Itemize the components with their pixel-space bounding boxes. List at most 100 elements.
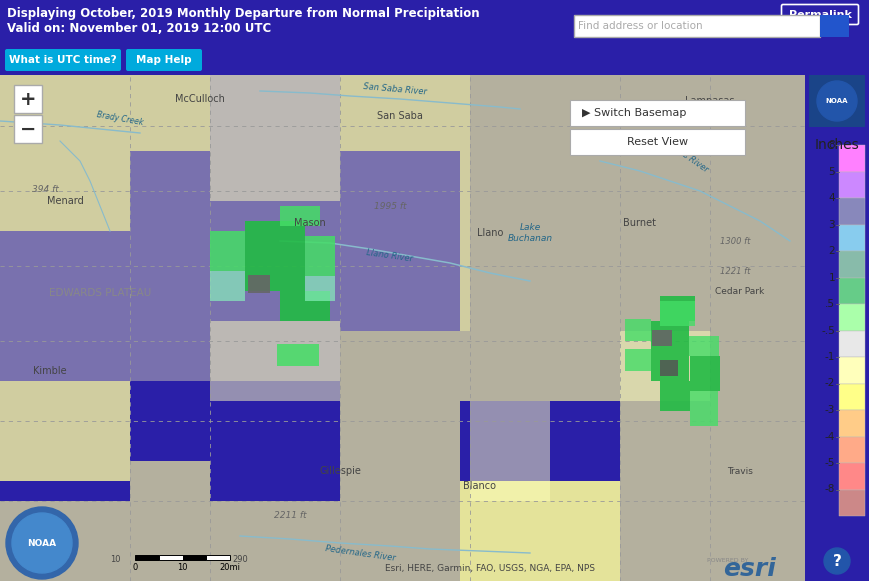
Bar: [839, 490, 865, 516]
Bar: [460, 75, 620, 191]
Text: 20mi: 20mi: [220, 563, 241, 572]
Text: Travis: Travis: [727, 467, 753, 475]
Bar: [182, 555, 206, 560]
Text: Map Help: Map Help: [136, 55, 192, 65]
Bar: [839, 331, 865, 357]
FancyBboxPatch shape: [574, 15, 820, 37]
Bar: [839, 198, 865, 224]
Circle shape: [6, 507, 78, 579]
Text: 1995 ft: 1995 ft: [374, 202, 406, 210]
Text: 🖨  Print this map: 🖨 Print this map: [645, 17, 737, 27]
Bar: [570, 100, 745, 126]
Bar: [660, 360, 678, 376]
Text: -4: -4: [825, 432, 835, 442]
Bar: [839, 304, 865, 331]
Bar: [305, 276, 335, 301]
Text: 0: 0: [132, 563, 137, 572]
Bar: [14, 85, 42, 113]
Bar: [620, 331, 805, 481]
Text: ?: ?: [833, 554, 841, 568]
Bar: [245, 266, 305, 291]
Text: San Saba River: San Saba River: [362, 82, 428, 96]
Text: NOAA: NOAA: [28, 539, 56, 547]
Text: 8: 8: [828, 140, 835, 150]
Text: 10: 10: [177, 563, 188, 572]
Circle shape: [12, 513, 72, 573]
Circle shape: [824, 548, 850, 574]
Text: -1: -1: [825, 352, 835, 362]
Text: -2: -2: [825, 378, 835, 389]
Text: Inches: Inches: [814, 138, 859, 152]
Text: Find address or location: Find address or location: [578, 21, 703, 31]
Bar: [206, 555, 230, 560]
Text: Llano: Llano: [477, 228, 503, 238]
Text: Lake
Buchanan: Lake Buchanan: [507, 223, 553, 243]
Bar: [651, 321, 689, 351]
Bar: [14, 115, 42, 143]
Text: Llano River: Llano River: [366, 248, 414, 264]
Text: -.5: -.5: [821, 325, 835, 335]
Bar: [570, 129, 745, 155]
Bar: [690, 391, 718, 426]
Bar: [340, 331, 460, 481]
Bar: [689, 336, 719, 356]
Bar: [130, 75, 340, 241]
Bar: [690, 356, 720, 391]
Bar: [460, 481, 620, 581]
Text: Pedernales River: Pedernales River: [324, 544, 395, 562]
Bar: [620, 331, 710, 401]
Text: EDWARDS PLATEAU: EDWARDS PLATEAU: [49, 288, 151, 298]
Bar: [839, 145, 865, 171]
Text: 🔍: 🔍: [831, 20, 838, 33]
Text: Mason: Mason: [294, 218, 326, 228]
Text: −: −: [20, 120, 36, 138]
Bar: [280, 206, 320, 226]
Bar: [620, 75, 805, 221]
Bar: [280, 291, 330, 321]
Bar: [470, 401, 550, 501]
Bar: [839, 278, 865, 304]
Text: +: +: [20, 89, 36, 109]
Bar: [130, 241, 340, 381]
Text: 4: 4: [828, 193, 835, 203]
Text: Reset View: Reset View: [627, 137, 688, 147]
Text: NOAA: NOAA: [826, 98, 848, 104]
Text: Gillespie: Gillespie: [319, 466, 361, 476]
Text: Valid on: November 01, 2019 12:00 UTC: Valid on: November 01, 2019 12:00 UTC: [7, 22, 271, 35]
Bar: [159, 555, 182, 560]
Bar: [820, 15, 849, 37]
Text: Esri, HERE, Garmin, FAO, USGS, NGA, EPA, NPS: Esri, HERE, Garmin, FAO, USGS, NGA, EPA,…: [385, 565, 595, 573]
Bar: [620, 221, 805, 331]
Text: Cedar Park: Cedar Park: [715, 286, 765, 296]
Bar: [0, 381, 130, 481]
Bar: [130, 75, 210, 151]
Bar: [839, 251, 865, 278]
Text: .5: .5: [825, 299, 835, 309]
Text: POWERED BY: POWERED BY: [707, 558, 749, 564]
Text: Lampasas River: Lampasas River: [650, 128, 710, 174]
Bar: [340, 75, 470, 221]
Bar: [0, 75, 130, 151]
Bar: [460, 191, 620, 301]
Text: -8: -8: [825, 485, 835, 494]
Bar: [620, 481, 805, 581]
Bar: [625, 349, 651, 371]
Bar: [248, 275, 270, 293]
Text: 2: 2: [828, 246, 835, 256]
Text: Brady Creek: Brady Creek: [96, 110, 144, 127]
Text: 394 ft: 394 ft: [32, 185, 59, 193]
Bar: [277, 344, 319, 366]
Text: 2211 ft: 2211 ft: [274, 511, 306, 521]
Text: 10: 10: [109, 554, 120, 564]
Bar: [651, 351, 689, 381]
Bar: [210, 271, 245, 301]
Bar: [652, 330, 672, 346]
Text: Menard: Menard: [47, 196, 83, 206]
Text: Kimble: Kimble: [33, 366, 67, 376]
Text: 290: 290: [232, 554, 248, 564]
Bar: [340, 75, 460, 151]
Bar: [245, 221, 305, 266]
Text: Permalink: Permalink: [788, 9, 852, 20]
Text: Lampasas: Lampasas: [686, 96, 735, 106]
Bar: [130, 461, 210, 501]
